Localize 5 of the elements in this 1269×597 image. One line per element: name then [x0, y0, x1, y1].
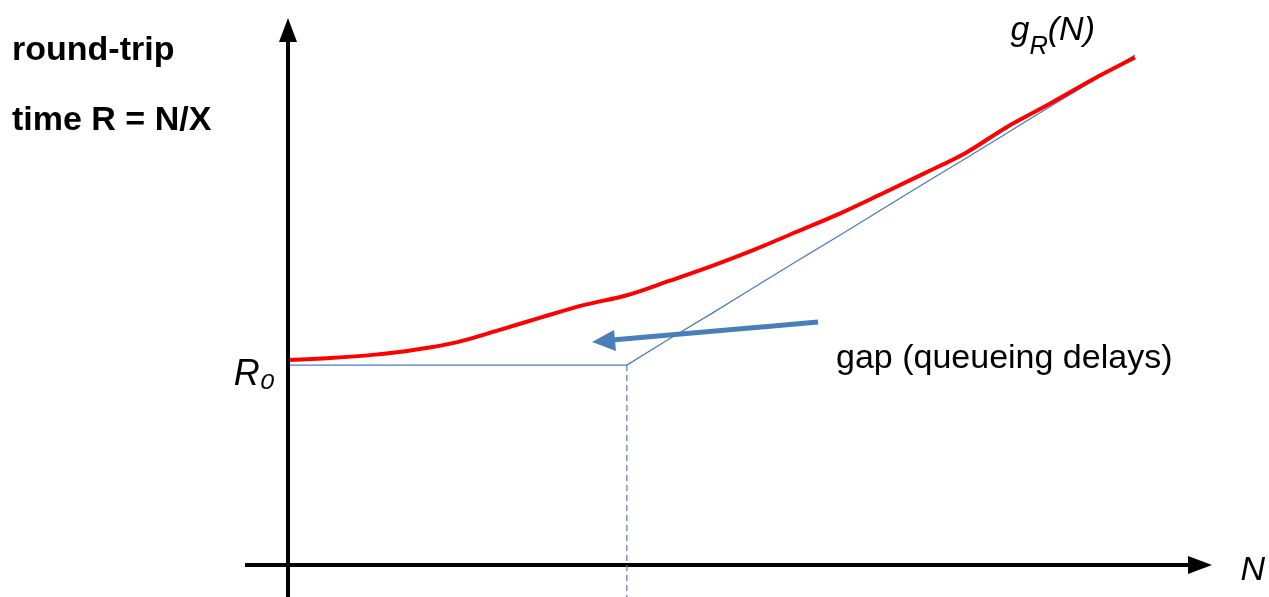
y-axis-title: round-trip time R = N/X [12, 29, 212, 137]
annotation: gap (queueing delays) [836, 337, 1173, 375]
annotation: R₀ [233, 352, 275, 394]
series-label: g$_{R}$(N) [1010, 8, 1095, 59]
x-axis-title: N [1240, 549, 1266, 587]
